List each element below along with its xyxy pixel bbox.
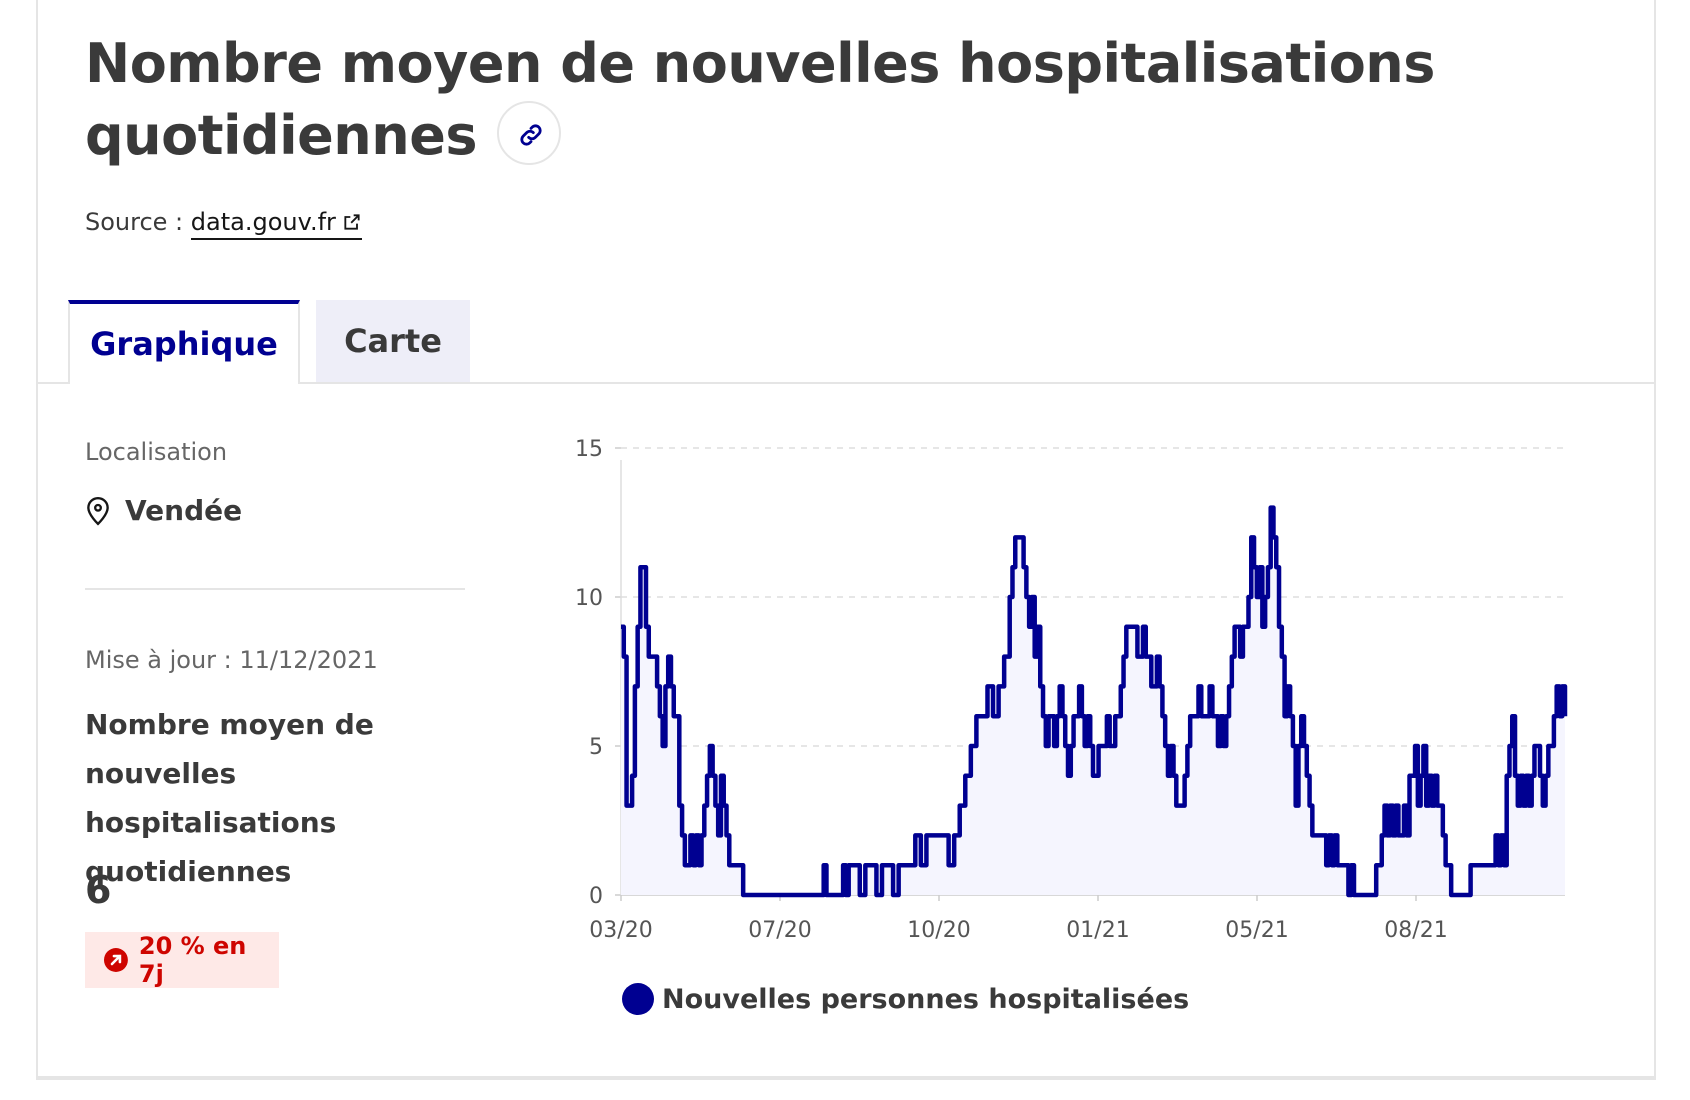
metric-name: Nombre moyen de nouvelles hospitalisatio… [85, 708, 374, 888]
legend-label: Nouvelles personnes hospitalisées [662, 983, 1190, 1015]
tab-graphique[interactable]: Graphique [68, 300, 300, 384]
arrow-up-right-icon [103, 948, 128, 972]
trend-text: 20 % en 7j [138, 932, 247, 988]
location-name: Vendée [125, 494, 243, 527]
source-link-text: data.gouv.fr [190, 208, 336, 236]
chart-grid [621, 447, 1565, 747]
series-line [621, 505, 1568, 898]
source-label: Source : [85, 208, 184, 236]
x-tick-label: 10/20 [907, 918, 970, 940]
chart-series [621, 505, 1568, 898]
x-tick-label: 08/21 [1384, 918, 1447, 940]
tab-graphique-label: Graphique [90, 325, 278, 363]
link-icon [520, 124, 542, 146]
x-tick-label: 01/21 [1066, 918, 1129, 940]
legend-swatch [622, 983, 654, 1015]
update-date: Mise à jour : 11/12/2021 [85, 646, 378, 674]
card-bottom-border [36, 1078, 1656, 1080]
page-title-text: Nombre moyen de nouvelles hospitalisatio… [85, 32, 1435, 167]
page-title: Nombre moyen de nouvelles hospitalisatio… [85, 28, 1435, 172]
location-value: Vendée [85, 494, 242, 527]
sidebar-divider [85, 588, 465, 590]
hospitalisations-chart: 0 5 10 15 03/20 07/20 10/20 01/21 05/21 08/21 [575, 437, 1568, 940]
x-tick-label: 05/21 [1225, 918, 1288, 940]
series-area [621, 507, 1565, 895]
x-tick-label: 07/20 [748, 918, 811, 940]
y-tick-label: 10 [575, 586, 603, 611]
location-label: Localisation [85, 438, 228, 466]
source-line: Source : data.gouv.fr [85, 208, 362, 240]
x-tick-label: 03/20 [589, 918, 652, 940]
metric-value: 6 [85, 868, 112, 912]
y-tick-label: 0 [589, 884, 603, 909]
y-tick-label: 5 [589, 735, 603, 760]
source-link[interactable]: data.gouv.fr [190, 208, 362, 240]
trend-badge: 20 % en 7j [85, 932, 279, 988]
chart-legend: Nouvelles personnes hospitalisées [622, 983, 1189, 1015]
map-pin-icon [87, 496, 109, 525]
external-link-icon [344, 214, 360, 230]
copy-link-button[interactable] [496, 101, 561, 166]
tab-carte-label: Carte [344, 322, 442, 360]
tabs-divider [36, 382, 1656, 384]
tab-carte[interactable]: Carte [316, 300, 470, 382]
indicator-card [36, 0, 1656, 1078]
y-tick-label: 15 [575, 437, 603, 462]
